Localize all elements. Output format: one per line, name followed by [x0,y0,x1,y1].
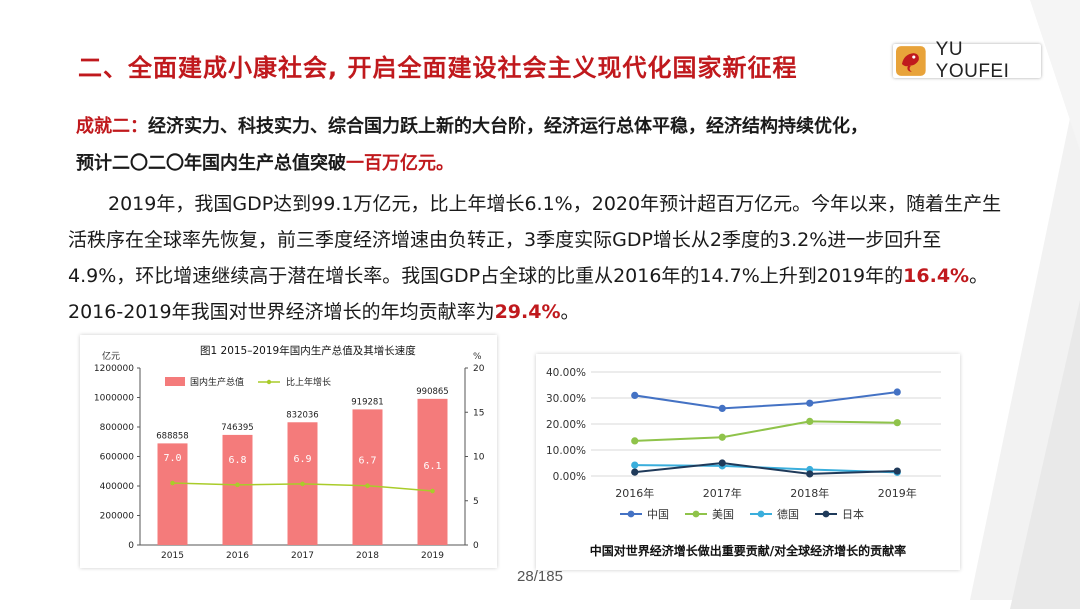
series-point [806,399,814,407]
series-point [718,433,726,441]
legend-marker [757,510,765,518]
y2-tick-label: 10 [473,453,485,463]
x-tick-label: 2018年 [790,486,829,500]
fish-logo-icon [896,46,926,76]
legend-line-marker [266,379,272,385]
growth-point [235,482,240,488]
gdp-bar [417,398,448,545]
gdp-chart: 图1 2015–2019年国内生产总值及其增长速度 亿元% 0 200000 40000… [80,335,497,568]
series-point [718,459,726,467]
headline-label: 成就二： [76,116,148,137]
legend-bar-swatch [165,377,185,386]
gdp-chart-svg: 图1 2015–2019年国内生产总值及其增长速度 亿元 % 0 200000 40000… [94,344,485,561]
y-tick-label: 400000 [100,482,135,492]
headline-line2: 预计二〇二〇年国内生产总值突破 [76,153,346,174]
legend-line-label: 比上年增长 [286,376,331,388]
paragraph-part2: 。2016-2019年我国对世界经济增长的年均贡献率为 [68,265,989,323]
growth-label: 6.7 [358,456,376,467]
series-line [634,461,898,475]
headline: 成就二：经济实力、科技实力、综合国力跃上新的大台阶，经济运行总体平稳，经济结构持… [76,108,1036,182]
gdp-bar-label: 832036 [286,410,318,420]
legend-label: 德国 [777,507,799,521]
page-title: 二、全面建成小康社会, 开启全面建设社会主义现代化国家新征程 [78,54,798,82]
chart-title: 图1 2015–2019年国内生产总值及其增长速度 [200,344,416,357]
x-tick-label: 2016年 [615,486,654,500]
legend-bar-label: 国内生产总值 [190,376,244,388]
x-tick-label: 2016 [226,551,249,561]
y-tick-label: 1200000 [94,364,134,374]
y-tick-label: 0 [128,541,134,551]
y-tick-label: 30.00% [546,393,586,405]
x-tick-label: 2015 [161,551,184,561]
series-line [634,391,898,410]
series-point [718,404,726,412]
gdp-bar-label: 919281 [351,397,383,407]
x-tick-label: 2017 [291,551,314,561]
y2-tick-label: 5 [473,497,479,507]
legend-marker [692,510,700,518]
series-point [631,391,639,399]
headline-highlight: 一百万亿元。 [346,153,454,174]
series-point [806,470,814,478]
growth-point [170,480,175,486]
y-tick-label: 800000 [100,423,135,433]
y-unit-right: % [473,352,482,362]
y-unit-left: 亿元 [102,350,120,362]
contribution-chart: 0.00% 10.00% 20.00% 30.00% 40.00% 2016年 2017年 2… [536,354,960,570]
headline-text: 经济实力、科技实力、综合国力跃上新的大台阶，经济运行总体平稳，经济结构持续优化， [148,116,868,137]
legend-marker [822,510,830,518]
share-highlight: 16.4% [903,265,970,287]
legend-label: 日本 [842,507,864,521]
y2-tick-label: 15 [473,408,484,418]
x-tick-label: 2017年 [703,486,742,500]
body-paragraph: 2019年，我国GDP达到99.1万亿元，比上年增长6.1%，2020年预计超百… [68,186,1008,330]
x-tick-label: 2019年 [878,486,917,500]
gdp-bar-label: 990865 [416,387,448,397]
series-point [631,468,639,476]
x-tick-label: 2019 [421,551,444,561]
gdp-bar-label: 688858 [156,431,188,441]
series-line [634,420,898,442]
series-point [806,417,814,425]
legend-marker [627,510,635,518]
growth-point [300,481,305,487]
legend-label: 中国 [647,508,669,521]
gdp-bar [352,409,383,545]
y-tick-label: 600000 [100,453,135,463]
growth-label: 6.1 [423,461,441,472]
gdp-bar-label: 746395 [221,423,253,433]
brand-logo: YU YOUFEI [893,39,1041,82]
y-tick-label: 0.00% [553,471,586,483]
growth-label: 7.0 [163,453,181,464]
y-tick-label: 1000000 [94,394,134,404]
y-tick-label: 20.00% [546,419,586,431]
contribution-chart-svg: 0.00% 10.00% 20.00% 30.00% 40.00% 2016年 2017年 2… [546,367,941,521]
series-point [631,437,639,445]
y-tick-label: 200000 [100,512,135,522]
series-point [893,467,901,475]
contribution-highlight: 29.4% [494,301,561,323]
series-point [893,388,901,396]
logo-text: YU YOUFEI [935,39,1010,82]
growth-label: 6.9 [293,454,311,465]
x-tick-label: 2018 [356,551,379,561]
y2-tick-label: 0 [473,541,479,551]
page-number: 28/185 [517,568,563,585]
growth-point [430,488,435,494]
contribution-chart-caption: 中国对世界经济增长做出重要贡献/对全球经济增长的贡献率 [589,544,907,558]
y-tick-label: 40.00% [546,367,586,379]
growth-point [365,483,370,489]
y2-tick-label: 20 [473,364,485,374]
series-point [893,419,901,427]
gdp-bar [222,434,253,545]
legend-label: 美国 [712,508,734,521]
growth-label: 6.8 [228,455,246,466]
gdp-bar [157,443,188,545]
paragraph-part3: 。 [560,301,580,323]
paragraph-part1: 2019年，我国GDP达到99.1万亿元，比上年增长6.1%，2020年预计超百… [68,193,1002,287]
y-tick-label: 10.00% [546,445,586,457]
series-point [631,461,639,469]
